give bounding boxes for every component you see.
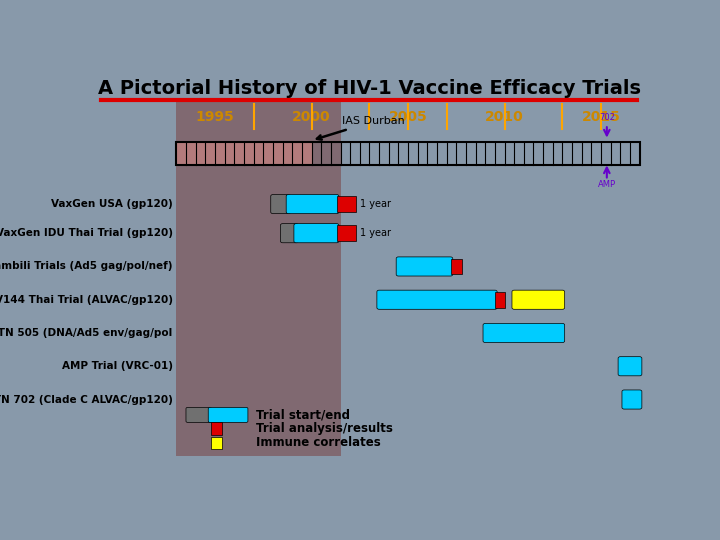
- Bar: [337, 196, 356, 212]
- Text: HVTN 702 (Clade C ALVAC/gp120): HVTN 702 (Clade C ALVAC/gp120): [0, 395, 173, 404]
- Text: Immune correlates: Immune correlates: [256, 436, 381, 449]
- Bar: [337, 225, 356, 241]
- FancyBboxPatch shape: [483, 323, 564, 342]
- Bar: [451, 259, 462, 274]
- Text: Trial start/end: Trial start/end: [256, 408, 351, 421]
- Text: A Pictorial History of HIV-1 Vaccine Efficacy Trials: A Pictorial History of HIV-1 Vaccine Eff…: [97, 79, 641, 98]
- FancyBboxPatch shape: [286, 194, 339, 214]
- Text: 702: 702: [599, 113, 615, 122]
- Text: 2015: 2015: [582, 110, 621, 124]
- Text: HVTN 505 (DNA/Ad5 env/gag/pol: HVTN 505 (DNA/Ad5 env/gag/pol: [0, 328, 173, 338]
- Bar: [495, 292, 505, 308]
- FancyBboxPatch shape: [377, 290, 497, 309]
- Text: VaxGen USA (gp120): VaxGen USA (gp120): [51, 199, 173, 209]
- Bar: [211, 436, 222, 449]
- Text: Step Trial/Phambili Trials (Ad5 gag/pol/nef): Step Trial/Phambili Trials (Ad5 gag/pol/…: [0, 261, 173, 272]
- Text: 2000: 2000: [292, 110, 331, 124]
- Text: 2010: 2010: [485, 110, 524, 124]
- FancyBboxPatch shape: [622, 390, 642, 409]
- FancyBboxPatch shape: [280, 224, 298, 243]
- Bar: [176, 141, 639, 165]
- Text: AMP: AMP: [598, 180, 616, 190]
- FancyBboxPatch shape: [512, 290, 564, 309]
- Bar: [211, 422, 222, 435]
- Text: Trial analysis/results: Trial analysis/results: [256, 422, 393, 435]
- FancyBboxPatch shape: [208, 407, 248, 422]
- Text: 1 year: 1 year: [361, 199, 392, 209]
- FancyBboxPatch shape: [271, 194, 291, 214]
- Text: IAS Durban: IAS Durban: [317, 116, 405, 140]
- Text: 1995: 1995: [196, 110, 235, 124]
- FancyBboxPatch shape: [618, 357, 642, 376]
- Text: VaxGen IDU Thai Trial (gp120): VaxGen IDU Thai Trial (gp120): [0, 228, 173, 238]
- FancyBboxPatch shape: [396, 257, 453, 276]
- Bar: [176, 100, 341, 456]
- Bar: [176, 141, 312, 165]
- Text: AMP Trial (VRC-01): AMP Trial (VRC-01): [62, 361, 173, 372]
- Text: 1 year: 1 year: [361, 228, 392, 238]
- Text: RV144 Thai Trial (ALVAC/gp120): RV144 Thai Trial (ALVAC/gp120): [0, 295, 173, 305]
- FancyBboxPatch shape: [294, 224, 339, 243]
- FancyBboxPatch shape: [186, 407, 212, 422]
- Text: 2005: 2005: [389, 110, 428, 124]
